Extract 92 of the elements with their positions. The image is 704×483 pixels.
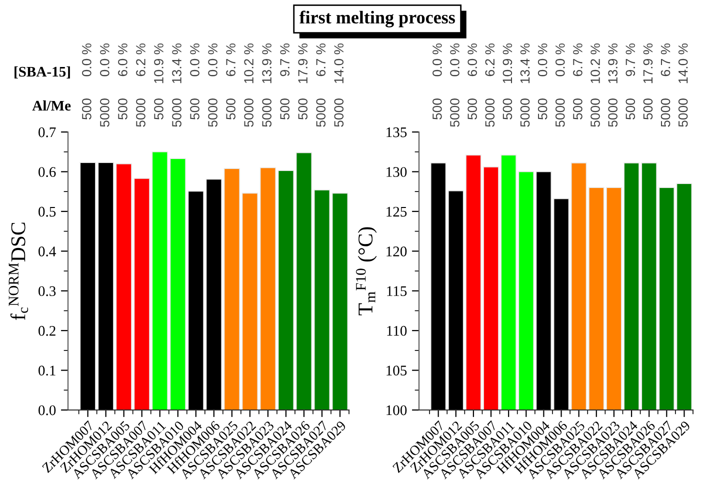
text: 5000 xyxy=(660,98,670,127)
text: 10.2 % xyxy=(590,43,600,84)
text: 0.0 % xyxy=(82,43,92,76)
bar xyxy=(134,178,150,410)
bar xyxy=(260,167,276,410)
text: 500 xyxy=(154,98,164,120)
y-tick-label: 105 xyxy=(386,366,407,376)
text: 500 xyxy=(626,98,636,120)
text: 13.4 % xyxy=(172,43,182,84)
bar xyxy=(224,168,240,410)
y-tick-label: 130 xyxy=(386,167,407,177)
y-tick-label: 115 xyxy=(387,286,407,296)
text: 500 xyxy=(502,98,512,120)
text: 6.7 % xyxy=(226,43,236,76)
bar xyxy=(332,192,348,410)
text: 13.4 % xyxy=(520,43,530,84)
text: 6.2 % xyxy=(136,43,146,76)
text: 0.0 % xyxy=(100,43,110,76)
text: 5000 xyxy=(244,98,254,127)
text: 5000 xyxy=(334,98,344,127)
text: 5000 xyxy=(172,98,182,127)
text: 500 xyxy=(432,98,442,120)
y-tick-label: 135 xyxy=(386,127,407,138)
text: 500 xyxy=(573,98,582,120)
y-tick-label: 0.3 xyxy=(38,286,56,296)
text: 500 xyxy=(643,98,653,120)
text: 500 xyxy=(226,98,236,120)
text: 14.0 % xyxy=(334,43,344,84)
y-tick-label: 0.5 xyxy=(38,206,56,217)
text: 5000 xyxy=(555,98,565,127)
text: 5000 xyxy=(590,98,600,127)
y-tick-label: 0.6 xyxy=(38,167,56,177)
text: 0.0 % xyxy=(208,43,218,76)
text: 0.0 % xyxy=(432,43,442,76)
text: 5000 xyxy=(450,98,460,127)
text: 5000 xyxy=(485,98,495,127)
y-tick-label: 0.1 xyxy=(38,366,56,376)
y-tick-label: 0.2 xyxy=(38,326,56,336)
bar xyxy=(296,152,312,410)
text: 500 xyxy=(298,98,308,120)
text: Al/Me xyxy=(32,100,71,111)
text: 6.0 % xyxy=(118,43,128,76)
y-tick-label: 110 xyxy=(387,326,407,336)
text: 13.9 % xyxy=(262,43,272,84)
bar xyxy=(116,163,132,410)
text: 10.2 % xyxy=(244,43,254,84)
text: 6.7 % xyxy=(573,43,582,76)
text: 5000 xyxy=(262,98,272,127)
chart-title: first melting process xyxy=(299,10,455,28)
y-tick-label: 0.0 xyxy=(38,405,56,416)
text: 9.7 % xyxy=(280,43,290,76)
text: 10.9 % xyxy=(154,43,164,84)
text: 500 xyxy=(538,98,548,120)
text: 5000 xyxy=(100,98,110,127)
text: 5000 xyxy=(608,98,618,127)
text: 0.0 % xyxy=(450,43,460,76)
text: 13.9 % xyxy=(608,43,618,84)
y-axis-title: T$_{m}$$^{F10}$ (°C) xyxy=(356,227,377,316)
y-tick-label: 0.4 xyxy=(38,246,56,256)
text: 14.0 % xyxy=(678,43,688,84)
text: 17.9 % xyxy=(298,43,308,84)
text: 17.9 % xyxy=(643,43,653,84)
text: 6.2 % xyxy=(485,43,495,76)
text: 0.0 % xyxy=(555,43,565,76)
y-tick-label: 120 xyxy=(386,246,407,256)
text: 5000 xyxy=(136,98,146,127)
text: 500 xyxy=(468,98,477,120)
text: 10.9 % xyxy=(502,43,512,84)
bar xyxy=(242,192,258,410)
text: 500 xyxy=(118,98,128,120)
y-tick-label: 0.7 xyxy=(38,127,56,138)
bar xyxy=(170,158,186,410)
text: 9.7 % xyxy=(626,43,636,76)
text: 500 xyxy=(190,98,200,120)
bar xyxy=(314,190,330,410)
text: 500 xyxy=(82,98,92,120)
bar xyxy=(152,151,168,410)
text: 5000 xyxy=(520,98,530,127)
text: 0.0 % xyxy=(190,43,200,76)
text: 5000 xyxy=(208,98,218,127)
text: 5000 xyxy=(678,98,688,127)
text: 5000 xyxy=(316,98,326,127)
text: [SBA-15] xyxy=(14,66,70,78)
text: 6.0 % xyxy=(468,43,477,76)
text: 6.7 % xyxy=(660,43,670,76)
y-tick-label: 100 xyxy=(386,405,407,416)
bar xyxy=(278,170,294,410)
y-axis-title: f$_{c}$$^{NORM}$DSC xyxy=(8,222,28,320)
y-tick-label: 125 xyxy=(386,206,407,217)
text: 0.0 % xyxy=(538,43,548,76)
text: 500 xyxy=(280,98,290,120)
text: 6.7 % xyxy=(316,43,326,76)
